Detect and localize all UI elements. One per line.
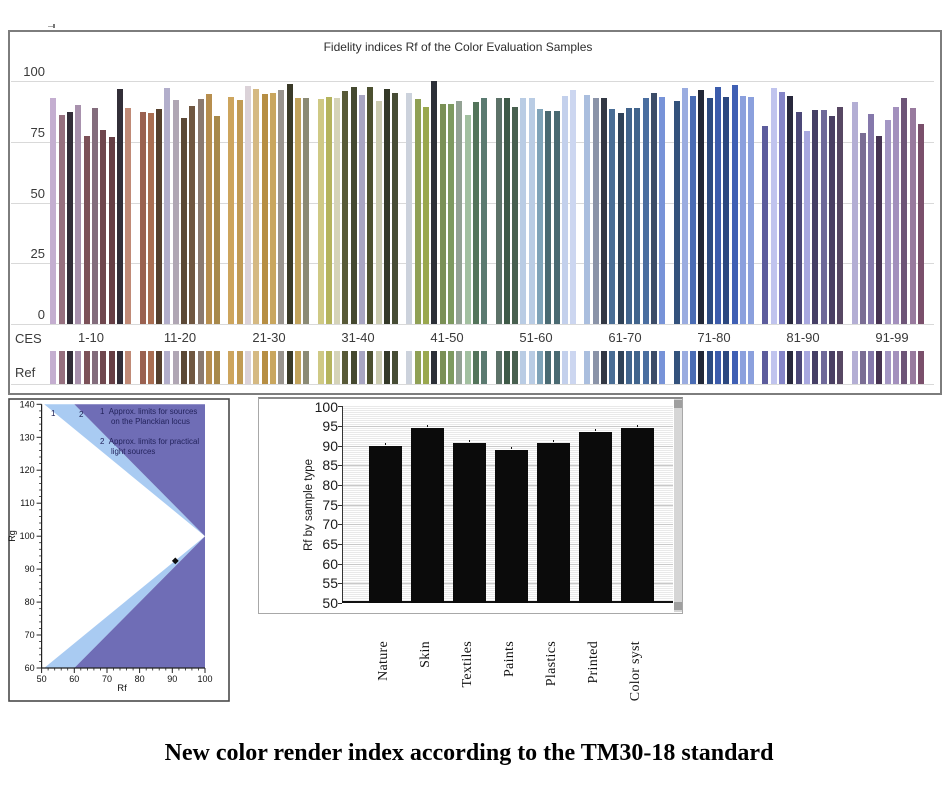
svg-text:50: 50 (37, 674, 47, 684)
svg-text:2 Approx. limits for practica: 2 Approx. limits for practical (100, 437, 199, 446)
svg-text:1: 1 (51, 409, 56, 418)
svg-text:60: 60 (25, 663, 35, 673)
svg-text:Rf: Rf (117, 683, 127, 694)
svg-text:light sources: light sources (111, 447, 155, 456)
svg-text:130: 130 (20, 432, 35, 442)
svg-text:90: 90 (25, 564, 35, 574)
svg-text:70: 70 (102, 674, 112, 684)
svg-text:2: 2 (79, 410, 84, 419)
svg-text:70: 70 (25, 630, 35, 640)
svg-text:120: 120 (20, 465, 35, 475)
svg-text:100: 100 (20, 531, 35, 541)
svg-text:80: 80 (25, 597, 35, 607)
svg-text:90: 90 (167, 674, 177, 684)
svg-text:110: 110 (20, 498, 34, 508)
svg-text:Rg: Rg (8, 530, 17, 542)
svg-text:80: 80 (135, 674, 145, 684)
svg-text:1 Approx. limits for sources: 1 Approx. limits for sources (100, 407, 197, 416)
svg-text:60: 60 (69, 674, 79, 684)
svg-text:on the Planckian locus: on the Planckian locus (111, 417, 190, 426)
svg-text:100: 100 (197, 674, 212, 684)
svg-text:140: 140 (20, 399, 35, 409)
